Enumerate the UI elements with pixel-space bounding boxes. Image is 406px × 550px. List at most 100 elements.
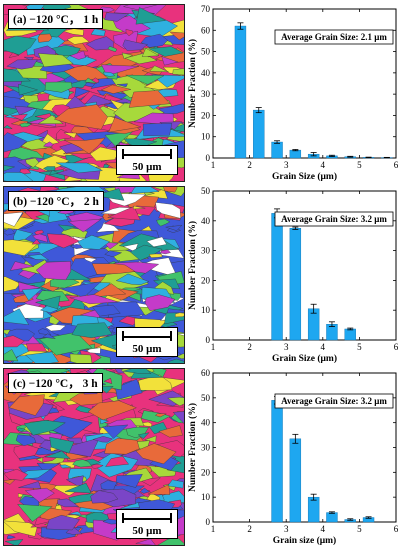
grain xyxy=(23,420,66,436)
x-tick-label: 2 xyxy=(247,160,252,170)
grain xyxy=(34,295,61,310)
grain xyxy=(24,487,55,503)
grain xyxy=(66,36,90,45)
x-tick-label: 3 xyxy=(284,524,289,534)
grain xyxy=(20,256,45,267)
grain xyxy=(17,427,26,432)
grain xyxy=(69,353,93,363)
x-axis-title: Grain Size (μm) xyxy=(272,171,337,182)
grain xyxy=(135,538,156,545)
x-tick-label: 5 xyxy=(357,342,362,352)
grain xyxy=(84,77,97,84)
x-tick-label: 5 xyxy=(357,160,362,170)
y-tick-label: 60 xyxy=(201,25,211,35)
x-tick-label: 1 xyxy=(211,342,216,352)
grain xyxy=(18,481,42,489)
grain xyxy=(146,236,167,247)
grain xyxy=(15,434,37,446)
y-tick-label: 0 xyxy=(206,517,211,527)
grain xyxy=(59,281,102,298)
grain xyxy=(91,464,104,469)
grain xyxy=(116,83,128,88)
grain xyxy=(90,490,119,504)
y-tick-label: 20 xyxy=(201,110,211,120)
panel-label: (c) −120 °C， 3 h xyxy=(8,373,103,393)
scale-bar-label: 50 μm xyxy=(132,161,162,173)
grain xyxy=(64,482,92,494)
grain xyxy=(57,224,77,231)
grain xyxy=(4,172,34,181)
grain xyxy=(138,374,173,391)
grain xyxy=(68,511,82,516)
grain xyxy=(4,227,16,236)
grain xyxy=(140,487,150,494)
grain xyxy=(123,369,152,374)
grain xyxy=(104,438,140,455)
grain xyxy=(62,28,84,36)
grain xyxy=(135,7,167,25)
orientation-map xyxy=(4,5,184,181)
grain xyxy=(125,29,134,37)
grain xyxy=(37,33,53,43)
grain xyxy=(94,188,125,201)
grain xyxy=(77,235,111,250)
grain xyxy=(155,413,167,418)
grain xyxy=(163,187,178,193)
grain xyxy=(99,418,110,425)
panel-c: (c) −120 °C， 3 h 50 μm 0 10 20 30 40 50 60 1 2 3 4… xyxy=(0,366,406,547)
grain xyxy=(71,322,113,338)
grain xyxy=(74,87,91,98)
x-tick-label: 4 xyxy=(321,342,326,352)
y-tick-label: 0 xyxy=(206,153,211,163)
panel-b: (b) −120 °C， 2 h 50 μm 0 10 20 30 40 50 1 2 3 4 5 6… xyxy=(0,184,406,365)
grain xyxy=(31,239,41,245)
grain xyxy=(135,443,177,465)
grain xyxy=(104,250,123,258)
grain xyxy=(13,229,34,242)
grain xyxy=(39,187,61,193)
grain xyxy=(49,436,75,454)
grain xyxy=(14,105,37,116)
grain xyxy=(147,484,170,495)
y-tick-label: 0 xyxy=(206,335,211,345)
grain xyxy=(167,479,184,489)
grain xyxy=(148,253,163,258)
y-tick-label: 20 xyxy=(201,275,211,285)
y-tick-label: 50 xyxy=(201,186,211,196)
y-tick-label: 20 xyxy=(201,467,211,477)
grain-size-chart: 0 10 20 30 40 50 1 2 3 4 5 6 Average Grain Size: 3.2… xyxy=(187,186,399,364)
grain xyxy=(161,56,179,66)
grain xyxy=(21,287,44,301)
grain xyxy=(10,113,28,121)
grain xyxy=(48,169,60,176)
grain xyxy=(72,459,93,468)
grain xyxy=(7,535,16,540)
grain xyxy=(130,187,160,194)
grain xyxy=(35,212,50,223)
bar xyxy=(289,228,302,341)
grain xyxy=(4,520,38,537)
histogram-b: 0 10 20 30 40 50 1 2 3 4 5 6 Average Grain Size: 3.2… xyxy=(186,184,406,365)
grain xyxy=(59,464,72,469)
y-tick-label: 50 xyxy=(201,393,211,403)
grain xyxy=(140,421,153,427)
bar xyxy=(271,141,283,159)
histogram-c: 0 10 20 30 40 50 60 1 2 3 4 5 6 Average Grain Size: 3… xyxy=(186,366,406,547)
x-tick-label: 4 xyxy=(321,160,326,170)
grain xyxy=(10,261,35,271)
grain xyxy=(158,425,183,438)
y-tick-label: 30 xyxy=(201,246,211,256)
grain xyxy=(115,273,150,285)
grain xyxy=(167,358,184,363)
grain xyxy=(169,31,184,41)
grain xyxy=(141,47,160,57)
ebsd-map: (a) −120 °C， 1 h 50 μm xyxy=(3,4,185,182)
grain xyxy=(160,249,171,255)
grain xyxy=(91,263,136,275)
bar xyxy=(253,109,265,159)
y-axis-title: Number Fraction (%) xyxy=(187,39,198,128)
y-tick-label: 30 xyxy=(201,443,211,453)
bar xyxy=(289,149,302,159)
x-tick-label: 6 xyxy=(394,160,399,170)
x-tick-label: 3 xyxy=(284,160,289,170)
